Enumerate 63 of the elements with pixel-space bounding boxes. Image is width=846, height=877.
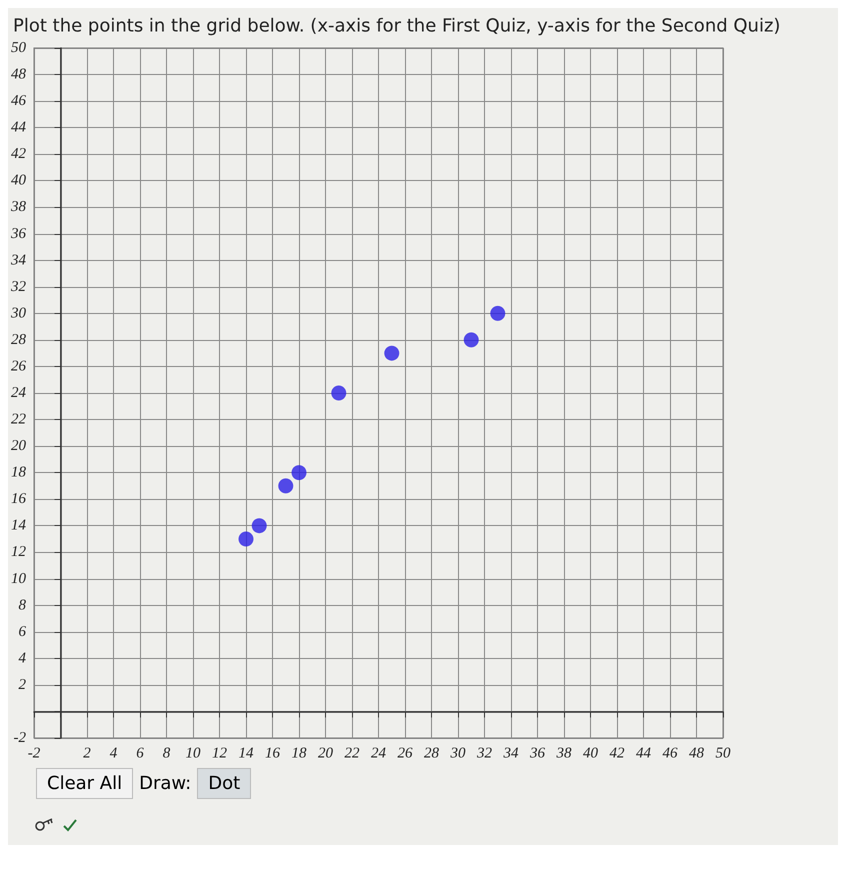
point xyxy=(464,332,479,348)
y-tick-label: 22 xyxy=(11,412,26,428)
x-tick-label: 44 xyxy=(636,746,652,762)
x-tick-label: 48 xyxy=(689,746,704,762)
x-tick-label: 22 xyxy=(344,746,360,762)
x-tick-label: 2 xyxy=(83,746,92,762)
point xyxy=(278,478,294,494)
y-tick-label: 24 xyxy=(11,385,26,401)
point xyxy=(238,531,254,546)
y-tick-label: 4 xyxy=(18,650,26,666)
x-tick-label: 42 xyxy=(610,746,625,762)
chart-title: Plot the points in the grid below. (x-axis for the First Quiz, y-axis for the Second Quiz) xyxy=(13,16,780,36)
y-tick-label: 36 xyxy=(10,226,26,242)
text: Draw: xyxy=(139,773,192,794)
y-tick-label: 34 xyxy=(10,252,26,268)
y-tick-label: 20 xyxy=(11,438,26,454)
y-tick-label: 48 xyxy=(11,66,26,83)
point xyxy=(384,346,400,361)
y-tick-label: 30 xyxy=(10,305,26,322)
x-tick-label: 20 xyxy=(318,746,334,762)
y-tick-label: 38 xyxy=(10,199,26,216)
x-tick-label: 4 xyxy=(110,746,118,762)
text: Clear All xyxy=(36,768,134,799)
y-tick-label: 28 xyxy=(11,332,26,348)
y-tick-label: 44 xyxy=(11,120,26,136)
y-tick-label: 14 xyxy=(11,518,26,534)
x-tick-label: 18 xyxy=(292,746,307,762)
x-tick-label: 50 xyxy=(716,746,731,762)
x-tick-label: 36 xyxy=(529,746,546,762)
x-tick-label: 14 xyxy=(238,746,254,762)
y-tick-label: 18 xyxy=(11,464,26,481)
y-tick-label: 12 xyxy=(11,544,26,560)
y-tick-label: 10 xyxy=(11,570,26,587)
y-tick-label: 42 xyxy=(11,146,26,162)
x-tick-label: 16 xyxy=(265,746,280,762)
x-tick-label: 38 xyxy=(556,746,572,762)
y-tick-label: 16 xyxy=(11,491,26,508)
x-tick-label: 26 xyxy=(398,746,413,762)
y-tick-label: 46 xyxy=(11,93,26,110)
x-tick-label: 8 xyxy=(162,746,171,762)
y-tick-label: 40 xyxy=(11,172,26,189)
y-tick-label: 50 xyxy=(11,40,26,56)
text: Dot xyxy=(197,768,252,799)
x-tick-label: 32 xyxy=(476,746,492,762)
y-tick-label: 6 xyxy=(18,624,26,640)
point xyxy=(252,518,267,534)
point xyxy=(490,306,506,321)
y-tick-label: 8 xyxy=(18,597,26,614)
x-tick-label: 6 xyxy=(136,746,144,762)
y-tick-label: 32 xyxy=(10,278,26,295)
y-tick-label: -2 xyxy=(14,730,26,746)
point xyxy=(292,465,306,480)
x-tick-label: 34 xyxy=(502,746,519,762)
x-tick-label: 10 xyxy=(186,746,201,762)
point xyxy=(331,386,346,400)
x-tick-label: 28 xyxy=(424,746,440,762)
y-tick-label: 26 xyxy=(11,358,26,374)
x-tick-label: 46 xyxy=(662,746,678,762)
x-tick-label: 12 xyxy=(212,746,228,762)
x-tick-label: 30 xyxy=(450,746,466,762)
y-tick-label: 2 xyxy=(18,676,26,693)
x-tick-label: 40 xyxy=(583,746,598,762)
x-tick-label: 24 xyxy=(371,746,386,762)
